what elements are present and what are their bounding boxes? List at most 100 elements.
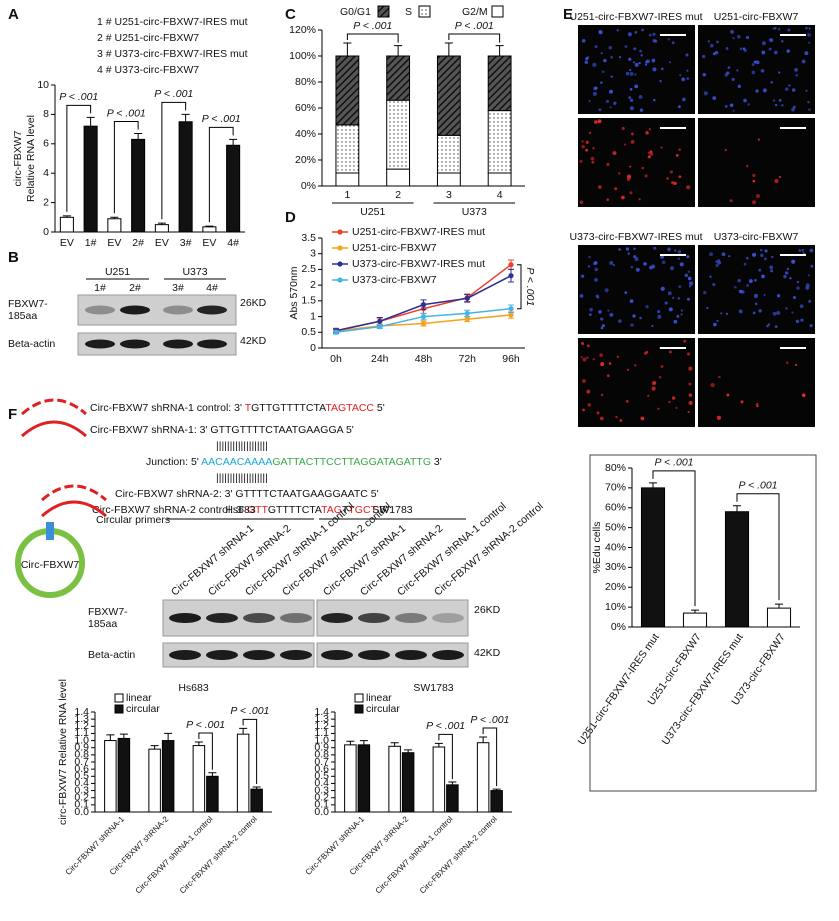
y-tick-label: 2.5	[301, 263, 316, 275]
legend-swatch	[418, 5, 431, 18]
cell-dot	[758, 309, 762, 313]
cell-dot	[586, 389, 591, 394]
bar-segment	[487, 55, 512, 112]
blot-band	[280, 613, 312, 623]
cell-dot	[604, 288, 609, 293]
cell-dot	[601, 70, 605, 74]
cell-dot	[579, 294, 584, 298]
cell-dot	[607, 309, 610, 312]
y-tick-label: 0.7	[74, 756, 89, 768]
cell-dot	[606, 162, 610, 166]
blot-band	[169, 650, 201, 660]
cell-dot	[643, 351, 648, 355]
cell-dot	[795, 319, 800, 324]
cell-dot	[671, 181, 675, 185]
sequence-segment: |||||||||||||||||||	[216, 472, 268, 484]
error-bar	[691, 609, 699, 614]
error-bar	[444, 42, 453, 56]
cell-dot	[804, 51, 809, 56]
group-label: U251	[360, 206, 385, 218]
sequence-segment: T	[342, 504, 349, 516]
legend-swatch	[114, 704, 124, 714]
y-tick-label: 0%	[611, 621, 626, 633]
cell-dot	[676, 314, 680, 318]
legend-text: S	[405, 6, 412, 18]
cell-dot	[618, 248, 621, 251]
cell-dot	[638, 61, 641, 65]
cell-dot	[629, 191, 633, 195]
y-tick-label: 1.3	[74, 713, 89, 725]
cell-dot	[686, 185, 691, 190]
error-bar	[205, 225, 214, 227]
cell-dot	[687, 270, 691, 273]
y-tick-label: 10	[37, 79, 49, 91]
cell-dot	[807, 274, 810, 277]
blot-band	[321, 650, 353, 660]
bar	[202, 226, 217, 233]
sequence-segment: Circ-FBXW7 shRNA-2: 3' GTTTTCTAATGAAGGAA…	[115, 488, 379, 500]
shrna-arc	[21, 420, 87, 438]
cell-dot	[584, 60, 589, 64]
cell-dot	[652, 32, 656, 36]
cell-dot	[625, 247, 630, 251]
cell-dot	[801, 393, 806, 398]
cell-dot	[657, 309, 661, 313]
cell-dot	[729, 103, 734, 107]
shrna-arc	[21, 398, 87, 416]
cell-dot	[668, 307, 673, 312]
cell-dot	[608, 362, 612, 365]
bar	[161, 740, 175, 813]
cell-dot	[657, 314, 662, 319]
y-tick-label: 0.3	[74, 784, 89, 796]
cell-dot	[585, 148, 589, 152]
cell-dot	[638, 198, 641, 201]
cell-dot	[633, 255, 637, 259]
x-tick-label: 48h	[415, 353, 433, 365]
chart-title: SW1783	[413, 682, 453, 694]
y-tick-label: 20%	[605, 581, 626, 593]
bar-segment	[487, 172, 512, 187]
bar-segment	[487, 110, 512, 174]
cell-dot	[671, 396, 676, 400]
legend-marker	[337, 245, 343, 251]
blot-band	[163, 339, 193, 349]
bar	[766, 607, 792, 628]
cell-dot	[634, 31, 638, 34]
image-label: U251-circ-FBXW7-IRES mut	[569, 11, 702, 23]
cell-dot	[783, 274, 787, 279]
cell-dot	[753, 60, 757, 64]
sequence-line: Junction: 5' AACAACAAAAGATTACTTCCTTAGGAT…	[146, 456, 442, 468]
cell-dot	[686, 352, 691, 356]
cell-dot	[667, 247, 671, 252]
bar	[206, 775, 219, 813]
sequence-segment: Junction: 5'	[146, 456, 201, 468]
error-bar	[134, 133, 143, 140]
cell-dot	[614, 187, 618, 191]
cell-dot	[639, 108, 644, 112]
legend-swatch	[377, 5, 390, 18]
cell-dot	[597, 296, 600, 299]
cell-dot	[588, 131, 592, 135]
sequence-segment: AACAACAAAA	[201, 456, 272, 468]
y-tick-label: 0.4	[314, 777, 329, 789]
y-tick-label: 0.5	[314, 770, 329, 782]
point	[420, 302, 427, 308]
y-tick-label: 30%	[605, 561, 626, 573]
error-bar	[434, 742, 443, 747]
cell-dot	[784, 87, 789, 91]
cell-dot	[716, 319, 719, 323]
y-tick-label: 0.8	[74, 749, 89, 761]
y-tick-label: 1.4	[74, 706, 89, 718]
sequence-segment: Circ-FBXW7 shRNA-2 control: 3'	[92, 504, 247, 516]
cell-dot	[796, 286, 800, 290]
cell-dot	[772, 99, 776, 102]
cell-dot	[684, 273, 689, 278]
cell-dot	[586, 344, 590, 348]
cell-dot	[669, 170, 674, 174]
error-bar	[479, 736, 488, 743]
cell-dot	[661, 67, 664, 71]
sequence-line: |||||||||||||||||||	[216, 472, 268, 484]
cell-dot	[702, 54, 706, 59]
cell-dot	[763, 294, 766, 297]
legend-swatch	[354, 693, 364, 703]
